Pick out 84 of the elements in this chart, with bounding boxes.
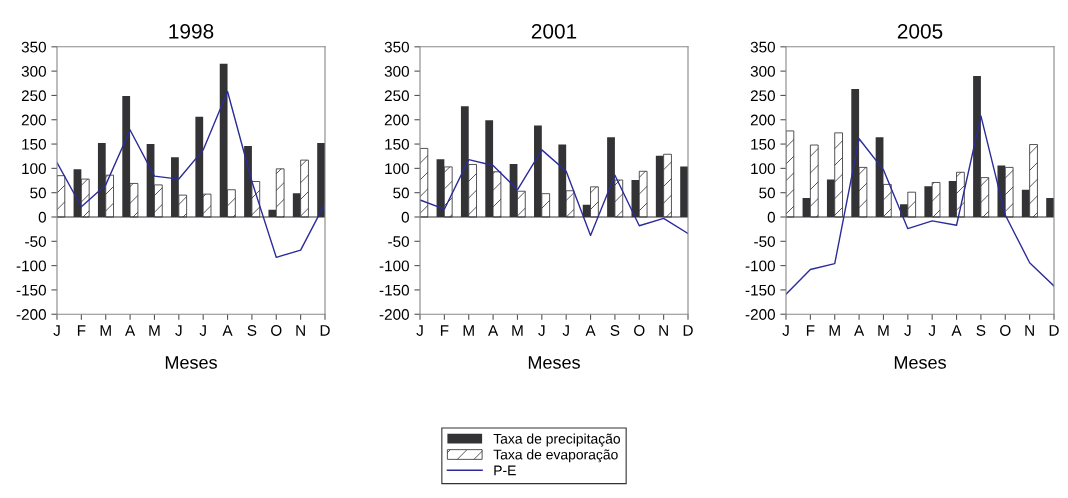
x-tick-label: J (53, 325, 60, 336)
y-tick-label: -100 (16, 260, 46, 272)
x-axis-title: Meses (165, 356, 217, 369)
y-tick-label: 250 (21, 90, 46, 102)
y-tick-label: -50 (754, 236, 775, 247)
y-tick-label: 350 (384, 41, 409, 53)
x-tick-label: J (538, 325, 545, 336)
x-axis-title: Meses (528, 356, 580, 369)
y-tick-label: 150 (751, 138, 775, 150)
x-tick-label: A (488, 325, 499, 336)
y-tick-label: 350 (21, 41, 46, 53)
x-tick-label: J (782, 325, 789, 336)
y-tick-label: -150 (745, 284, 775, 296)
chart-title: 2005 (897, 23, 943, 39)
x-tick-label: N (659, 325, 668, 336)
x-tick-label: M (829, 325, 840, 336)
x-tick-label: M (100, 325, 111, 336)
x-tick-label: M (512, 325, 523, 336)
y-tick-label: -200 (745, 309, 775, 320)
chart-title: 2001 (531, 23, 577, 39)
x-tick-label: S (247, 325, 257, 336)
x-axis-title: Meses (894, 356, 946, 369)
x-tick-label: M (878, 325, 889, 336)
x-tick-label: J (175, 325, 182, 336)
y-tick-label: 250 (750, 90, 775, 102)
y-tick-label: 200 (750, 114, 775, 126)
x-tick-label: F (440, 325, 449, 336)
y-tick-label: -200 (16, 309, 46, 320)
x-tick-label: F (806, 325, 815, 336)
y-tick-label: -150 (16, 284, 46, 296)
legend-label: P-E (494, 465, 516, 476)
y-tick-label: 150 (22, 138, 46, 150)
y-tick-label: 150 (385, 138, 409, 150)
x-tick-label: M (463, 325, 474, 336)
x-tick-label: D (683, 325, 693, 336)
y-tick-label: -50 (25, 236, 46, 247)
line-series (786, 115, 1054, 295)
legend-label: Taxa de evaporação (493, 449, 618, 463)
y-tick-label: 100 (22, 163, 46, 175)
y-tick-label: 100 (751, 163, 775, 175)
y-tick-label: 0 (767, 211, 775, 223)
x-tick-label: O (271, 325, 282, 336)
line-series (57, 90, 325, 259)
y-tick-label: 300 (21, 65, 46, 77)
y-tick-label: 200 (21, 114, 46, 126)
x-tick-label: F (77, 325, 86, 336)
chart-title: 1998 (169, 23, 214, 39)
x-tick-label: J (904, 325, 911, 336)
y-tick-label: 50 (30, 187, 46, 199)
x-tick-label: O (1000, 325, 1011, 336)
line-series (420, 149, 688, 237)
y-tick-label: 200 (384, 114, 409, 126)
x-tick-label: N (1025, 325, 1034, 336)
x-tick-label: A (951, 325, 962, 336)
x-tick-label: J (199, 325, 206, 336)
y-tick-label: 50 (393, 187, 409, 199)
y-tick-label: 350 (750, 41, 775, 53)
x-tick-label: J (928, 325, 935, 336)
y-tick-label: -100 (379, 260, 409, 272)
x-tick-label: S (976, 325, 986, 336)
y-tick-label: 50 (759, 187, 775, 199)
x-tick-label: D (1049, 325, 1059, 336)
x-tick-label: J (416, 325, 423, 336)
x-tick-label: S (610, 325, 620, 336)
x-tick-label: D (320, 325, 330, 336)
y-tick-label: -100 (745, 260, 775, 272)
y-tick-label: 300 (750, 65, 775, 77)
legend-label: Taxa de precipitação (493, 433, 621, 447)
y-tick-label: 300 (384, 65, 409, 77)
x-tick-label: J (562, 325, 569, 336)
y-tick-label: 250 (384, 90, 409, 102)
x-tick-label: O (634, 325, 645, 336)
y-tick-label: -150 (379, 284, 409, 296)
x-tick-label: N (296, 325, 305, 336)
y-tick-label: 100 (385, 163, 409, 175)
x-tick-label: A (854, 325, 865, 336)
x-tick-label: M (149, 325, 160, 336)
y-tick-label: -50 (388, 236, 409, 247)
y-tick-label: 0 (38, 211, 46, 223)
x-tick-label: A (125, 325, 136, 336)
y-tick-label: -200 (379, 309, 409, 320)
x-tick-label: A (585, 325, 596, 336)
x-tick-label: A (222, 325, 233, 336)
y-tick-label: 0 (401, 211, 409, 223)
